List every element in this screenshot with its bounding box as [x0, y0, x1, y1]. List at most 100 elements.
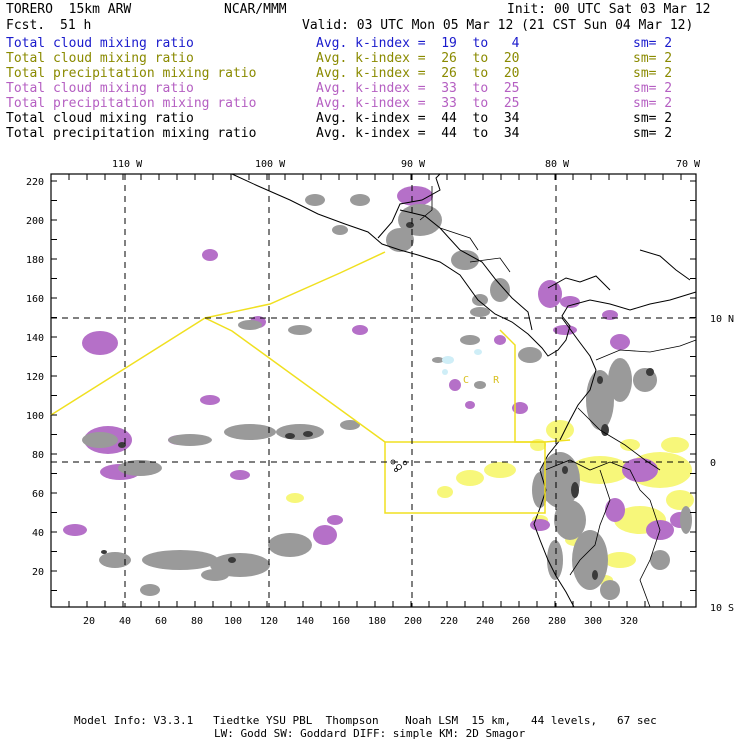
grid-y-label: 180: [26, 255, 44, 266]
lon-label: 70 W: [676, 159, 701, 170]
yellow-precip-cell: [484, 462, 516, 478]
left-grid-index-labels: 220 200 180 160 140 120 100 80 60 40 20: [26, 177, 44, 578]
grid-x-label: 20: [83, 616, 95, 627]
purple-cloud-cell: [313, 525, 337, 545]
legend-kindex: Avg. k-index = 19 to 4: [316, 36, 520, 51]
legend-field: Total precipitation mixing ratio: [6, 126, 257, 141]
gray-cloud-cell: [201, 569, 229, 581]
gray-cloud-cell: [547, 540, 563, 580]
legend-kindex: Avg. k-index = 26 to 20: [316, 51, 520, 66]
gray-cloud-cell: [276, 424, 324, 440]
grid-x-label: 160: [332, 616, 350, 627]
legend-sm: sm= 2: [633, 111, 673, 126]
physics-info-line: LW: Godd SW: Goddard DIFF: simple KM: 2D…: [214, 727, 526, 740]
grid-x-label: 300: [584, 616, 602, 627]
purple-cloud-cell: [538, 280, 562, 308]
gray-cloud-cell: [532, 472, 548, 508]
grid-x-label: 280: [548, 616, 566, 627]
purple-cloud-cell: [553, 325, 577, 335]
legend-sm: sm= 2: [633, 126, 673, 141]
purple-cloud-cell: [63, 524, 87, 536]
grid-y-label: 120: [26, 372, 44, 383]
intense-cloud-core: [571, 482, 579, 498]
yellow-precip-cell: [456, 470, 484, 486]
lat-label: 0: [710, 458, 716, 469]
lon-label: 100 W: [255, 159, 286, 170]
intense-cloud-core: [406, 222, 414, 228]
legend-field: Total cloud mixing ratio: [6, 111, 194, 126]
grid-y-label: 200: [26, 216, 44, 227]
legend-kindex: Avg. k-index = 26 to 20: [316, 66, 520, 81]
yellow-precip-cell: [604, 552, 636, 568]
valid-time: Valid: 03 UTC Mon 05 Mar 12 (21 CST Sun …: [302, 18, 694, 33]
intense-cloud-core: [101, 550, 107, 554]
lon-label: 110 W: [112, 159, 143, 170]
intense-cloud-core: [601, 424, 609, 436]
legend-kindex: Avg. k-index = 33 to 25: [316, 96, 520, 111]
light-blue-cloud-cell: [442, 356, 454, 364]
gray-cloud-cell: [460, 335, 480, 345]
purple-cloud-cell: [82, 331, 118, 355]
purple-cloud-cell: [230, 470, 250, 480]
gray-cloud-cell: [340, 420, 360, 430]
costa-rica-zone-label: C R: [463, 375, 500, 386]
gray-cloud-cell: [118, 460, 162, 476]
yellow-precip-cell: [286, 493, 304, 503]
grid-x-label: 320: [620, 616, 638, 627]
purple-cloud-cell: [610, 334, 630, 350]
gray-cloud-cell: [540, 452, 580, 508]
gray-cloud-cell: [224, 424, 276, 440]
legend-sm: sm= 2: [633, 36, 673, 51]
gray-cloud-cell: [572, 530, 608, 590]
grid-y-label: 20: [32, 567, 44, 578]
purple-cloud-cell: [530, 519, 550, 531]
yellow-precip-cell: [530, 439, 546, 451]
gray-cloud-cell: [650, 550, 670, 570]
grid-x-label: 140: [296, 616, 314, 627]
gray-cloud-cell: [238, 320, 262, 330]
zone-boundaries: [50, 251, 571, 514]
legend-kindex: Avg. k-index = 33 to 25: [316, 81, 520, 96]
grid-y-label: 160: [26, 294, 44, 305]
legend-field: Total cloud mixing ratio: [6, 81, 194, 96]
intense-cloud-core: [228, 557, 236, 563]
grid-y-label: 80: [32, 450, 44, 461]
gray-cloud-cell: [305, 194, 325, 206]
gray-cloud-cell: [554, 500, 586, 540]
lat-label: 10 N: [710, 314, 734, 325]
grid-y-label: 40: [32, 528, 44, 539]
intense-cloud-core: [646, 368, 654, 376]
purple-cloud-cell: [465, 401, 475, 409]
grid-x-label: 40: [119, 616, 131, 627]
purple-cloud-cell: [622, 458, 658, 482]
legend-kindex: Avg. k-index = 44 to 34: [316, 111, 520, 126]
lon-label: 80 W: [545, 159, 570, 170]
gray-cloud-cell: [82, 432, 118, 448]
grid-x-label: 100: [224, 616, 242, 627]
yellow-precip-cell: [661, 437, 689, 453]
gray-cloud-cell: [474, 381, 486, 389]
grid-y-label: 100: [26, 411, 44, 422]
axis-ticks: [50, 174, 696, 607]
purple-cloud-cell: [202, 249, 218, 261]
grid-y-label: 140: [26, 333, 44, 344]
purple-cloud-cell: [560, 296, 580, 308]
gray-cloud-cell: [168, 434, 212, 446]
light-blue-cloud-cell: [474, 349, 482, 355]
legend-sm: sm= 2: [633, 81, 673, 96]
gray-cloud-cell: [518, 347, 542, 363]
top-longitude-labels: 110 W 100 W 90 W 80 W 70 W: [112, 159, 701, 170]
center-name: NCAR/MMM: [224, 2, 287, 17]
model-name: TORERO 15km ARW: [6, 2, 132, 17]
grid-y-label: 220: [26, 177, 44, 188]
grid-x-label: 220: [440, 616, 458, 627]
purple-cloud-cell: [327, 515, 343, 525]
country-borders: [419, 186, 697, 608]
purple-cloud-cell: [397, 186, 433, 206]
intense-cloud-core: [303, 431, 313, 437]
intense-cloud-core: [562, 466, 568, 474]
lon-label: 90 W: [401, 159, 426, 170]
gray-cloud-cell: [332, 225, 348, 235]
gray-cloud-cell: [600, 580, 620, 600]
